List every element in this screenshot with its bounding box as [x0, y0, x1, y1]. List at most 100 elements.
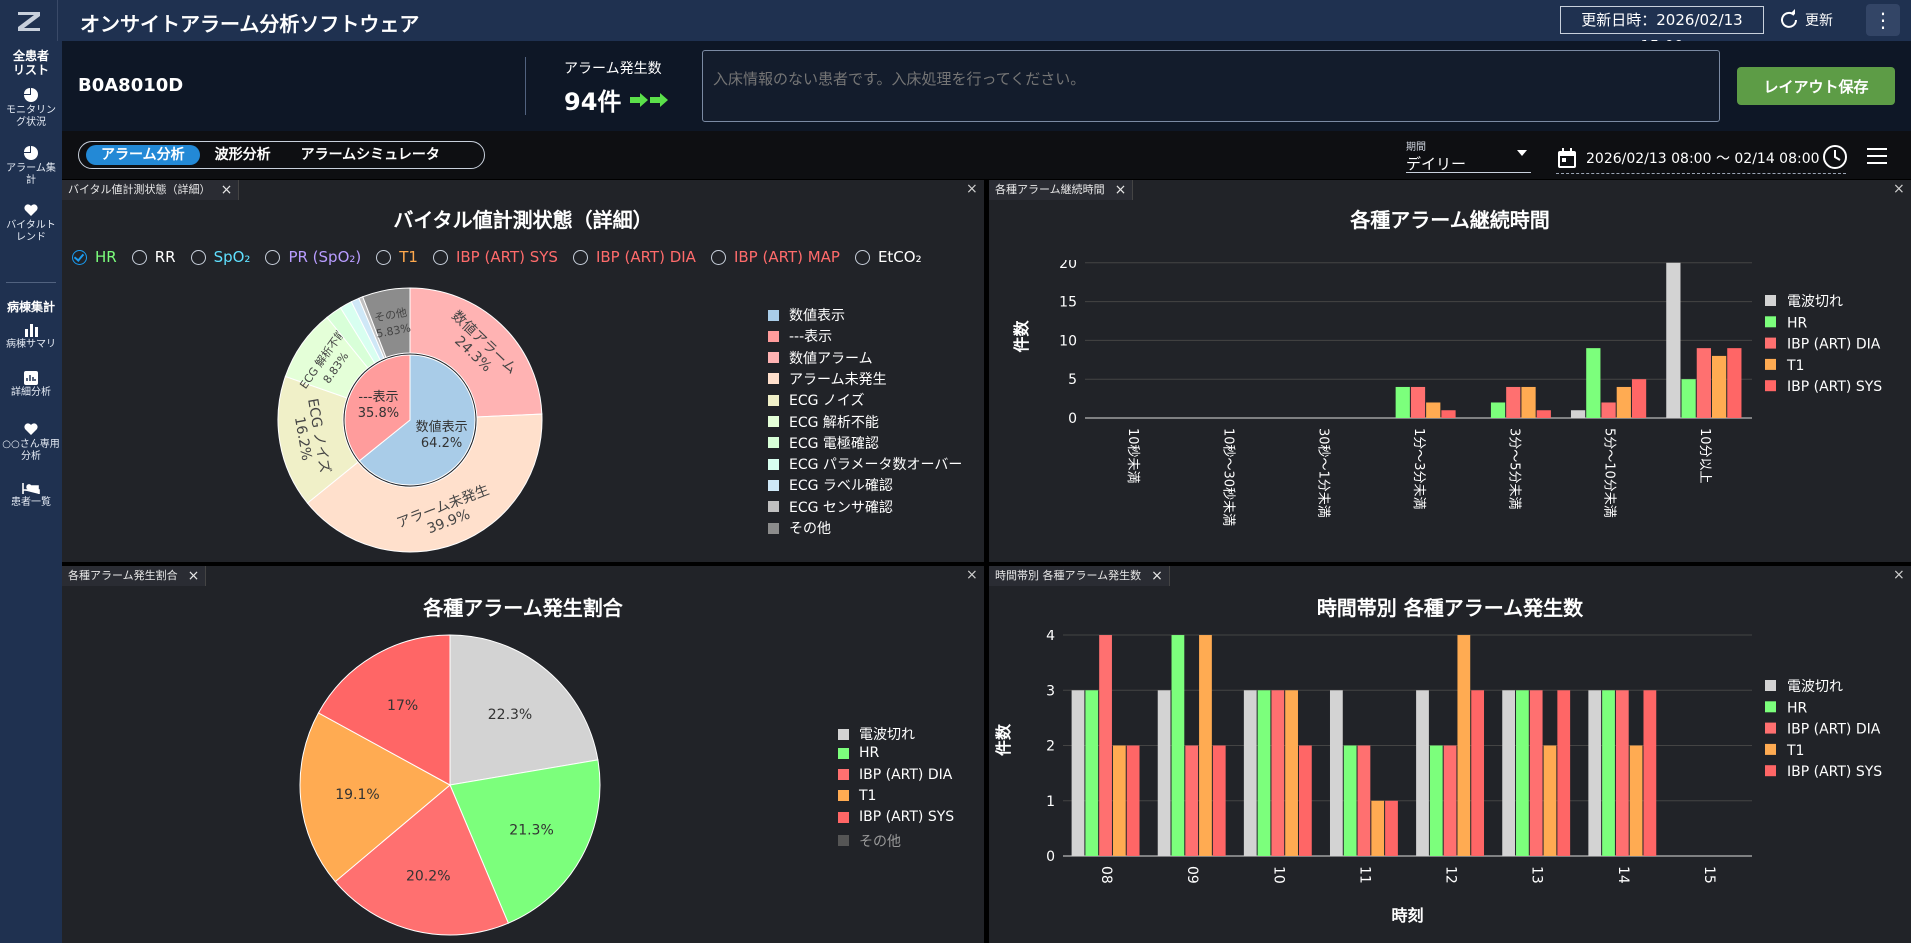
vital-option[interactable]: EtCO₂ [854, 248, 922, 266]
bar[interactable] [1727, 348, 1742, 418]
pie-slice[interactable] [449, 759, 601, 924]
pie-slice[interactable] [358, 354, 476, 486]
vital-option[interactable]: IBP (ART) MAP [710, 248, 840, 266]
bar[interactable] [1615, 690, 1629, 856]
radio-icon[interactable] [432, 249, 448, 265]
radio-icon[interactable] [131, 249, 147, 265]
legend-item[interactable]: ECG ラベル確認 [768, 475, 893, 495]
bar[interactable] [1506, 386, 1521, 418]
sidebar-item-ward-summary[interactable]: 病棟サマリ [0, 323, 62, 351]
save-layout-button[interactable]: レイアウト保存 [1737, 67, 1895, 105]
bar[interactable] [1601, 402, 1616, 418]
bar[interactable] [1521, 386, 1536, 418]
panel-tab[interactable]: 各種アラーム継続時間 × [989, 180, 1134, 200]
tab-waveform-analysis[interactable]: 波形分析 [214, 147, 271, 163]
vital-option[interactable]: IBP (ART) SYS [432, 248, 558, 266]
bar[interactable] [1385, 800, 1398, 856]
bar[interactable] [1112, 745, 1126, 856]
pie-slice[interactable] [277, 375, 359, 504]
bar[interactable] [1543, 745, 1557, 856]
app-logo[interactable] [0, 0, 58, 41]
refresh-button[interactable]: 更新 [1777, 6, 1833, 34]
bar[interactable] [1212, 745, 1226, 856]
legend-item[interactable]: 電波切れ [838, 724, 915, 744]
bar[interactable] [1570, 410, 1586, 418]
radio-icon[interactable] [72, 249, 87, 265]
sidebar-item-monitoring[interactable]: モニタリン グ状況 [0, 87, 62, 129]
patient-memo-input[interactable] [702, 50, 1720, 122]
bar[interactable] [1696, 348, 1711, 418]
pie-slice[interactable] [344, 354, 411, 462]
panel-close-icon[interactable]: × [1893, 181, 1905, 197]
bar[interactable] [1243, 690, 1257, 856]
bar[interactable] [1285, 690, 1298, 856]
pie-slice[interactable] [299, 712, 451, 883]
bar[interactable] [1516, 690, 1529, 856]
radio-icon[interactable] [572, 249, 588, 265]
legend-item[interactable]: T1 [838, 788, 876, 804]
close-icon[interactable]: × [187, 568, 200, 584]
legend-item[interactable]: ---表示 [768, 326, 832, 346]
sidebar-item-alarm-summary[interactable]: アラーム集計 [0, 145, 62, 187]
legend-item[interactable]: ECG パラメータ数オーバー [768, 454, 962, 474]
bar[interactable] [1586, 348, 1601, 418]
sidebar-item-detail-analysis[interactable]: 詳細分析 [0, 371, 62, 399]
bar[interactable] [1099, 635, 1112, 856]
legend-item[interactable]: HR [1765, 315, 1808, 331]
legend-item[interactable]: IBP (ART) DIA [1765, 722, 1881, 738]
radio-icon[interactable] [265, 249, 281, 265]
period-select[interactable]: 期間 デイリー [1406, 138, 1531, 173]
legend-item[interactable]: IBP (ART) DIA [838, 767, 952, 783]
panel-tab[interactable]: 各種アラーム発生割合 × [62, 566, 207, 586]
bar[interactable] [1085, 690, 1099, 856]
pie-slice[interactable] [409, 287, 543, 418]
bar[interactable] [1357, 745, 1371, 856]
pie-slice[interactable] [334, 784, 509, 936]
legend-item[interactable]: 電波切れ [1765, 679, 1843, 695]
sidebar-item-custom-analysis[interactable]: ○○さん専用 分析 [0, 421, 62, 463]
panel-tab[interactable]: バイタル値計測状態（詳細） × [62, 180, 240, 200]
legend-item[interactable]: ECG センサ確認 [768, 497, 893, 517]
bar[interactable] [1616, 386, 1631, 418]
bar[interactable] [1371, 800, 1385, 856]
panel-tab[interactable]: 時間帯別 各種アラーム発生数 × [989, 566, 1170, 586]
pie-slice[interactable] [317, 634, 451, 786]
bar[interactable] [1298, 745, 1312, 856]
legend-item[interactable]: ECG ノイズ [768, 390, 865, 410]
bar[interactable] [1457, 635, 1471, 856]
bar[interactable] [1536, 410, 1551, 418]
bar[interactable] [1681, 379, 1696, 418]
pie-slice[interactable] [362, 287, 411, 359]
bar[interactable] [1429, 745, 1443, 856]
radio-icon[interactable] [710, 249, 726, 265]
vital-option[interactable]: T1 [376, 248, 418, 266]
bar[interactable] [1631, 379, 1647, 418]
legend-item[interactable]: 電波切れ [1765, 294, 1843, 310]
panel-close-icon[interactable]: × [966, 181, 978, 197]
pie-slice[interactable] [306, 413, 543, 553]
legend-item[interactable]: T1 [1765, 743, 1804, 759]
panel-close-icon[interactable]: × [1893, 567, 1905, 583]
vital-option[interactable]: PR (SpO₂) [265, 248, 361, 266]
close-icon[interactable]: × [220, 182, 233, 198]
sidebar-item-patient-list[interactable]: 患者一覧 [0, 482, 62, 509]
legend-item[interactable]: IBP (ART) SYS [1765, 764, 1882, 780]
bar[interactable] [1711, 355, 1727, 418]
vital-option[interactable]: IBP (ART) DIA [572, 248, 696, 266]
bar[interactable] [1502, 690, 1516, 856]
bar[interactable] [1441, 410, 1456, 418]
legend-item[interactable]: IBP (ART) SYS [838, 809, 954, 825]
bar[interactable] [1666, 262, 1681, 418]
bar[interactable] [1602, 690, 1615, 856]
bar[interactable] [1185, 745, 1199, 856]
bar[interactable] [1199, 635, 1212, 856]
bar[interactable] [1157, 690, 1171, 856]
legend-item[interactable]: HR [1765, 700, 1808, 716]
date-range-picker[interactable]: 2026/02/13 08:00 〜 02/14 08:00 [1556, 142, 1846, 174]
vital-option[interactable]: HR [72, 248, 117, 266]
sidebar-all-patients[interactable]: 全患者 リスト [12, 49, 49, 77]
legend-item[interactable]: 数値表示 [768, 305, 845, 325]
bar[interactable] [1629, 745, 1643, 856]
bar[interactable] [1557, 690, 1571, 856]
bar[interactable] [1410, 386, 1426, 418]
